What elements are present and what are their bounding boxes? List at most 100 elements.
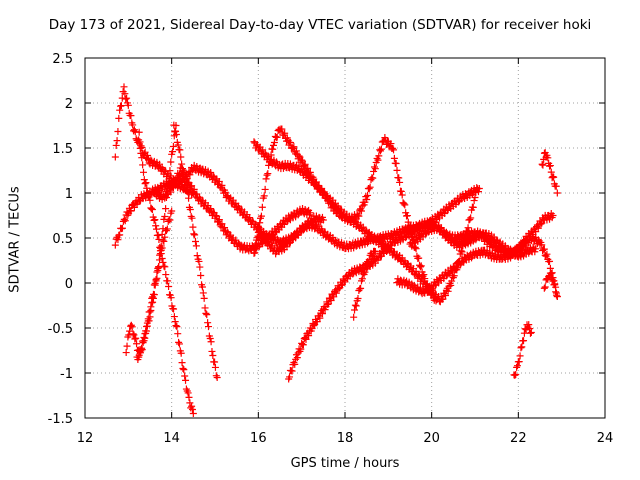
data-point <box>215 216 223 224</box>
data-point <box>352 302 360 310</box>
data-point <box>316 314 324 322</box>
data-point <box>180 366 188 374</box>
data-point <box>129 121 137 129</box>
y-tick-label: 2 <box>65 97 73 112</box>
data-point <box>366 183 374 191</box>
data-point <box>374 156 382 164</box>
data-point <box>306 168 314 176</box>
data-point <box>117 102 125 110</box>
data-point <box>291 360 299 368</box>
data-point <box>153 268 161 276</box>
y-tick-label: -1 <box>60 367 73 382</box>
data-point <box>295 152 303 160</box>
data-point <box>215 178 223 186</box>
data-point <box>128 323 136 331</box>
series-track-b <box>135 128 197 417</box>
series-track-k <box>285 184 483 383</box>
data-point <box>264 170 272 178</box>
data-point <box>398 191 406 199</box>
data-point <box>136 346 144 354</box>
data-point <box>167 158 175 166</box>
data-point <box>189 223 197 231</box>
data-point <box>273 133 281 141</box>
data-point <box>393 166 401 174</box>
data-point <box>152 277 160 285</box>
data-point <box>297 345 305 353</box>
data-point <box>354 294 362 302</box>
data-point <box>137 142 145 150</box>
data-point <box>207 168 215 176</box>
data-point <box>546 269 554 277</box>
data-point <box>534 224 542 232</box>
data-point <box>252 245 260 253</box>
data-point <box>369 174 377 182</box>
data-point <box>327 297 335 305</box>
data-point <box>540 284 548 292</box>
data-point <box>260 192 268 200</box>
data-point <box>157 250 165 258</box>
data-point <box>161 212 169 220</box>
data-point <box>127 321 135 329</box>
data-point <box>209 351 217 359</box>
data-point <box>111 241 119 249</box>
data-point <box>291 232 299 240</box>
data-point <box>543 250 551 258</box>
data-point <box>298 156 306 164</box>
data-point <box>175 340 183 348</box>
data-point <box>124 101 132 109</box>
data-point <box>319 216 327 224</box>
data-point <box>177 153 185 161</box>
data-point <box>302 335 310 343</box>
data-point <box>304 164 312 172</box>
y-tick-label: -1.5 <box>48 412 73 427</box>
data-point <box>263 171 271 179</box>
data-point <box>111 153 119 161</box>
data-point <box>172 127 180 135</box>
data-point <box>165 283 173 291</box>
data-point <box>197 271 205 279</box>
data-point <box>270 139 278 147</box>
data-point <box>112 141 120 149</box>
data-point <box>369 253 377 261</box>
data-point <box>469 203 477 211</box>
x-tick-label: 20 <box>423 431 440 446</box>
y-axis-label: SDTVAR / TECUs <box>7 186 23 293</box>
data-point <box>539 161 547 169</box>
axis-ticks: 12 14 16 18 20 22 24 -1.5 -1 -0.5 0 0.5 1 1.5 2 2.5 <box>48 52 614 446</box>
data-point <box>147 303 155 311</box>
data-point <box>223 228 231 236</box>
data-point <box>358 275 366 283</box>
data-point <box>301 160 309 168</box>
data-point <box>123 208 131 216</box>
data-point <box>392 159 400 167</box>
data-point <box>274 224 282 232</box>
data-point <box>121 217 129 225</box>
data-point <box>218 181 226 189</box>
data-point <box>549 173 557 181</box>
data-point <box>169 184 177 192</box>
data-point <box>429 285 437 293</box>
data-point <box>191 231 199 239</box>
data-point <box>262 175 270 183</box>
data-point <box>400 200 408 208</box>
data-point <box>163 225 171 233</box>
series-track-d <box>170 121 221 381</box>
series-track-q <box>540 269 561 300</box>
data-point <box>406 264 414 272</box>
data-point <box>186 205 194 213</box>
series-track-e <box>122 207 176 359</box>
data-point <box>148 205 156 213</box>
data-point <box>188 402 196 410</box>
data-point <box>538 160 546 168</box>
data-point <box>200 294 208 302</box>
data-point <box>355 212 363 220</box>
data-point <box>464 224 472 232</box>
data-point <box>375 152 383 160</box>
data-point <box>547 168 555 176</box>
x-tick-label: 16 <box>250 431 267 446</box>
data-point <box>258 203 266 211</box>
data-point <box>188 182 196 190</box>
data-point <box>532 245 540 253</box>
data-point <box>221 224 229 232</box>
